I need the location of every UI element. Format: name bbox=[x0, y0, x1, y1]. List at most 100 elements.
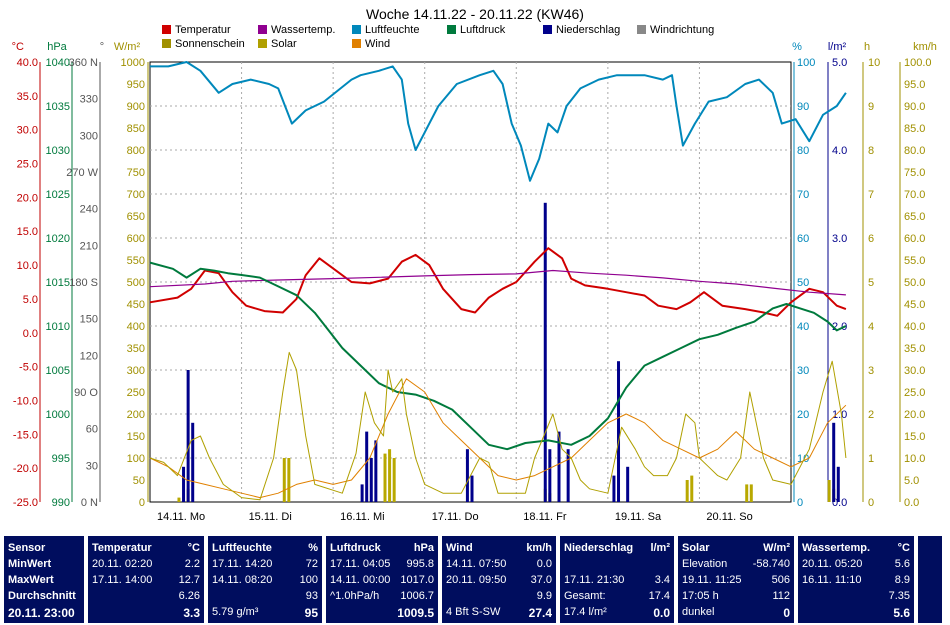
legend-swatch-niederschlag bbox=[543, 25, 552, 34]
tick-label: 10 bbox=[868, 57, 880, 69]
tick-label: 0 bbox=[868, 497, 874, 509]
tick-label: 5.0 bbox=[904, 475, 919, 487]
legend-label-temperatur: Temperatur bbox=[175, 24, 231, 36]
tick-label: 1 bbox=[868, 453, 874, 465]
wassertemp-min-time: 20.11. 05:20 bbox=[802, 558, 863, 570]
x-day-label: 15.11. Di bbox=[249, 511, 292, 523]
solar-state: dunkel bbox=[682, 606, 715, 618]
tick-label: 850 bbox=[127, 123, 145, 135]
tick-label: 1005 bbox=[46, 365, 70, 377]
tick-label: 120 bbox=[80, 350, 98, 362]
tick-label: 30.0 bbox=[17, 125, 38, 137]
tick-label: 1000 bbox=[46, 409, 70, 421]
legend-swatch-sonnenschein bbox=[162, 39, 171, 48]
axis-unit-w-m: W/m² bbox=[114, 41, 141, 53]
tick-label: 90 O bbox=[74, 387, 98, 399]
row-label-max: MaxWert bbox=[8, 574, 54, 586]
sensor-header-label: Sensor bbox=[8, 542, 46, 554]
tick-label: 600 bbox=[127, 233, 145, 245]
wind-min-time: 14.11. 07:50 bbox=[446, 558, 507, 570]
tick-label: 0.0 bbox=[832, 497, 847, 509]
tick-label: 5.0 bbox=[832, 57, 847, 69]
sunshine-bar bbox=[745, 484, 749, 502]
tick-label: 1.0 bbox=[832, 409, 847, 421]
temperatur-current-value: 3.3 bbox=[183, 606, 200, 620]
niederschlag-unit: l/m² bbox=[650, 542, 670, 554]
panel-wassertemp: Wassertemp. °C 20.11. 05:20 5.6 16.11. 11:… bbox=[798, 536, 914, 623]
x-axis-labels: 14.11. Mo 15.11. Di 16.11. Mi 17.11. Do 18.1… bbox=[157, 511, 753, 523]
wind-max-time: 20.11. 09:50 bbox=[446, 574, 507, 586]
tick-label: 40.0 bbox=[17, 57, 38, 69]
sunshine-bar bbox=[388, 449, 392, 502]
tick-label: 3.0 bbox=[832, 233, 847, 245]
axis-unit-degree: % bbox=[792, 41, 802, 53]
x-day-label: 17.11. Do bbox=[432, 511, 479, 523]
tick-label: 0 N bbox=[81, 497, 98, 509]
tick-label: 15.0 bbox=[904, 431, 925, 443]
tick-label: 990 bbox=[52, 497, 70, 509]
legend-label-wassertemp: Wassertemp. bbox=[271, 24, 335, 36]
solar-max-value: 506 bbox=[771, 574, 790, 586]
sunshine-bar bbox=[392, 458, 396, 502]
wind-beaufort: 4 Bft S-SW bbox=[446, 606, 501, 618]
luftdruck-max-value: 1017.0 bbox=[400, 574, 434, 586]
tick-label: 1015 bbox=[46, 277, 70, 289]
tick-label: 30.0 bbox=[904, 365, 925, 377]
legend-label-luftdruck: Luftdruck bbox=[460, 24, 506, 36]
niederschlag-current-value: 0.0 bbox=[653, 606, 670, 620]
series-line-temperatur bbox=[149, 247, 847, 317]
series-line-wind bbox=[149, 378, 847, 499]
legend-label-sonnenschein: Sonnenschein bbox=[175, 38, 245, 50]
temperatur-max-time: 17.11. 14:00 bbox=[92, 574, 153, 586]
tick-label: 25.0 bbox=[904, 387, 925, 399]
tick-label: 75.0 bbox=[904, 167, 925, 179]
tick-label: 25.0 bbox=[17, 159, 38, 171]
axis-ticks: 40.035.030.025.020.015.010.05.00.0-5.0-1… bbox=[13, 57, 932, 509]
precipitation-bar bbox=[617, 361, 621, 502]
luftfeuchte-current-value: 95 bbox=[304, 606, 318, 620]
solar-header: Solar bbox=[682, 542, 710, 554]
tick-label: 1020 bbox=[46, 233, 70, 245]
panel-sensor: Sensor MinWert MaxWert Durchschnitt 20.1… bbox=[4, 536, 84, 623]
temperatur-max-value: 12.7 bbox=[178, 574, 200, 586]
tick-label: 650 bbox=[127, 211, 145, 223]
wind-current-value: 27.4 bbox=[528, 606, 552, 620]
tick-label: 90 bbox=[797, 101, 809, 113]
precipitation-bar bbox=[836, 466, 840, 502]
tick-label: 20.0 bbox=[17, 192, 38, 204]
tick-label: 150 bbox=[127, 431, 145, 443]
tick-label: 100.0 bbox=[904, 57, 932, 69]
wassertemp-max-time: 16.11. 11:10 bbox=[802, 574, 862, 586]
series-line-luftfeuchte bbox=[150, 61, 847, 182]
tick-label: 40 bbox=[797, 321, 809, 333]
wassertemp-avg-value: 7.35 bbox=[888, 590, 910, 602]
luftdruck-unit: hPa bbox=[413, 542, 434, 554]
niederschlag-sum: 17.4 l/m² bbox=[564, 606, 607, 618]
tick-label: 200 bbox=[127, 409, 145, 421]
tick-label: 20.0 bbox=[904, 409, 925, 421]
tick-label: 50 bbox=[797, 277, 809, 289]
precipitation-bar bbox=[548, 449, 552, 502]
precipitation-bar bbox=[465, 449, 469, 502]
tick-label: 5 bbox=[868, 277, 874, 289]
luftfeuchte-min-time: 17.11. 14:20 bbox=[212, 558, 273, 570]
tick-label: 30 bbox=[797, 365, 809, 377]
sunshine-bar bbox=[177, 497, 181, 502]
tick-label: 900 bbox=[127, 101, 145, 113]
precipitation-bar bbox=[470, 475, 474, 502]
solar-elevation-value: -58.740 bbox=[752, 558, 790, 570]
tick-label: 80.0 bbox=[904, 145, 925, 157]
legend-label-solar: Solar bbox=[271, 38, 297, 50]
tick-label: -25.0 bbox=[13, 497, 38, 509]
tick-label: 995 bbox=[52, 453, 70, 465]
tick-label: 1000 bbox=[121, 57, 145, 69]
precipitation-bar bbox=[360, 484, 364, 502]
precipitation-bar bbox=[832, 422, 836, 502]
axis-unit-hpa: hPa bbox=[47, 41, 67, 53]
chart-title: Woche 14.11.22 - 20.11.22 (KW46) bbox=[366, 6, 584, 22]
tick-label: 450 bbox=[127, 299, 145, 311]
x-day-label: 18.11. Fr bbox=[523, 511, 567, 523]
tick-label: 10.0 bbox=[904, 453, 925, 465]
panel-luftfeuchte: Luftfeuchte% 17.11. 14:20 72 14.11. 08:20… bbox=[208, 536, 322, 623]
tick-label: 30 bbox=[86, 460, 98, 472]
